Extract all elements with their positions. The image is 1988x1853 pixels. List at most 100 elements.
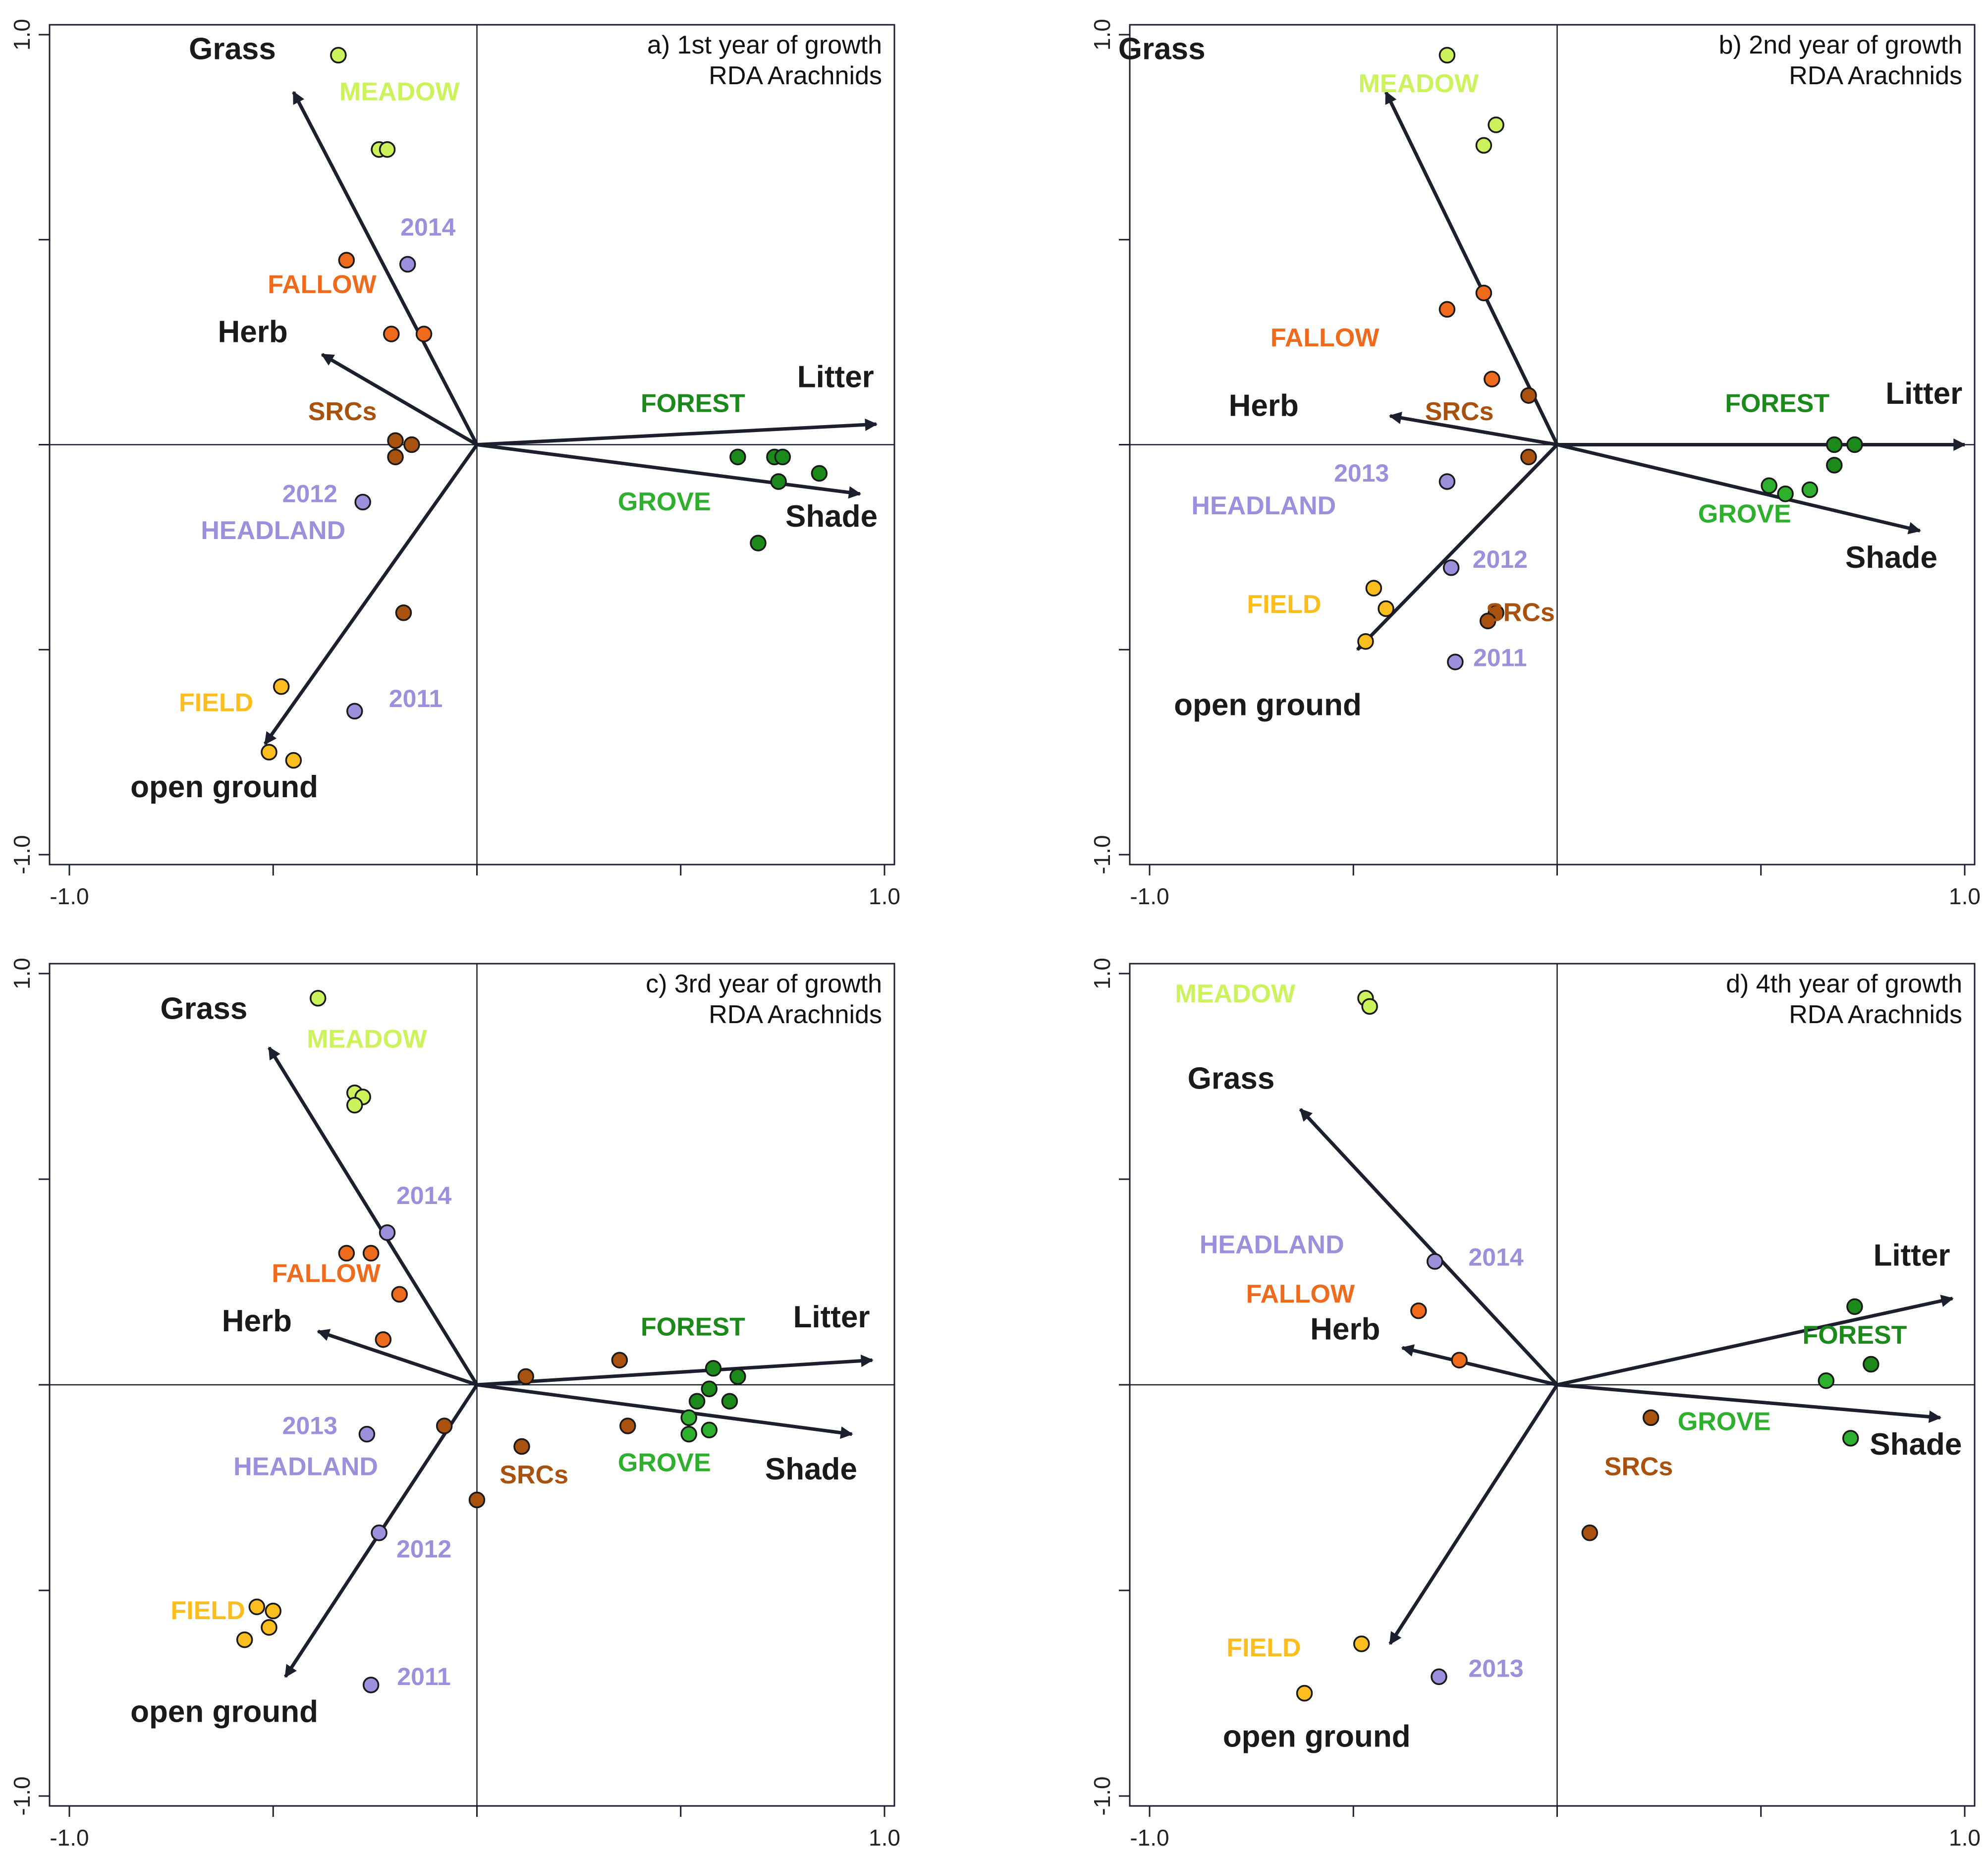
year-label: 2013 (1469, 1654, 1524, 1682)
arrow-grass (1384, 91, 1559, 446)
point-forest (770, 473, 787, 490)
point-fallow (1410, 1302, 1427, 1319)
point-forest (688, 1393, 706, 1410)
arrow-label-herb: Herb (218, 315, 287, 349)
point-grove (680, 1409, 697, 1426)
year-label: 2011 (1473, 644, 1527, 671)
group-label-srcs: SRCs (1604, 1453, 1673, 1481)
panel-title: d) 4th year of growth (1726, 970, 1962, 998)
arrow-label-grass: Grass (161, 991, 248, 1026)
arrow-shade (477, 443, 862, 499)
point-forest (729, 1368, 746, 1385)
arrow-label-open-ground: open ground (130, 770, 318, 804)
arrow-label-litter: Litter (1885, 377, 1962, 411)
arrow-grass (268, 1046, 479, 1386)
x-tick-label: -1.0 (50, 1825, 89, 1851)
point-fallow (1475, 284, 1492, 302)
arrow-label-herb: Herb (222, 1304, 292, 1338)
point-grove (701, 1421, 718, 1439)
group-label-forest: FOREST (641, 389, 745, 418)
point-srcs (436, 1417, 453, 1434)
point-field (285, 752, 302, 769)
arrow-shade (1557, 1383, 1942, 1423)
point-forest (1826, 436, 1843, 453)
group-label-forest: FOREST (1725, 389, 1829, 418)
point-headland (1431, 1668, 1447, 1686)
point-field (1378, 600, 1394, 617)
point-forest (1846, 436, 1863, 453)
y-tick-label: 1.0 (1089, 958, 1115, 989)
group-label-headland: HEADLAND (233, 1453, 378, 1481)
arrow-litter (477, 418, 878, 446)
group-label-fallow: FALLOW (1246, 1280, 1355, 1308)
group-label-srcs: SRCs (1486, 598, 1555, 627)
point-srcs (1520, 387, 1537, 404)
group-label-fallow: FALLOW (268, 270, 377, 299)
arrow-litter (1556, 1295, 1954, 1387)
point-srcs (387, 432, 404, 449)
point-grove (1801, 481, 1819, 498)
arrow-label-shade: Shade (1870, 1427, 1962, 1462)
panel-subtitle: RDA Arachnids (709, 1000, 882, 1029)
point-meadow (330, 47, 347, 64)
group-label-field: FIELD (179, 688, 253, 717)
arrow-label-shade: Shade (785, 499, 878, 534)
point-fallow (338, 252, 355, 269)
arrow-herb (1388, 411, 1558, 446)
point-forest (721, 1393, 738, 1410)
point-grove (680, 1425, 697, 1443)
group-label-headland: HEADLAND (1200, 1230, 1344, 1259)
group-label-grove: GROVE (1678, 1407, 1771, 1436)
point-srcs (387, 448, 404, 466)
point-srcs (513, 1438, 530, 1455)
point-fallow (383, 326, 400, 342)
group-label-meadow: MEADOW (339, 77, 460, 106)
point-headland (1427, 1253, 1443, 1270)
arrow-label-grass: Grass (189, 32, 276, 66)
group-label-grove: GROVE (618, 1448, 711, 1477)
y-tick-label: 1.0 (1089, 19, 1115, 51)
panel-title: c) 3rd year of growth (646, 970, 882, 998)
point-meadow (1361, 998, 1378, 1015)
group-label-fallow: FALLOW (1270, 324, 1380, 352)
point-meadow (346, 1096, 363, 1114)
year-label: 2012 (396, 1535, 451, 1563)
group-label-srcs: SRCs (1425, 397, 1494, 426)
year-label: 2012 (282, 480, 337, 507)
point-headland (346, 703, 363, 720)
arrow-grass (292, 91, 479, 446)
point-headland (371, 1525, 387, 1541)
point-headland (354, 493, 371, 511)
point-grove (1777, 486, 1794, 502)
arrow-label-shade: Shade (765, 1452, 857, 1486)
group-label-field: FIELD (1247, 590, 1321, 619)
point-fallow (391, 1286, 408, 1303)
arrow-open-ground (263, 443, 479, 745)
arrow-open-ground (1356, 443, 1559, 651)
point-fallow (375, 1331, 392, 1348)
point-field (1365, 580, 1382, 597)
arrow-label-open-ground: open ground (1174, 688, 1362, 722)
point-forest (750, 535, 767, 551)
point-meadow (1475, 137, 1492, 154)
point-headland (1442, 559, 1460, 576)
arrow-open-ground (1388, 1384, 1559, 1645)
point-srcs (1581, 1525, 1599, 1541)
point-headland (399, 256, 416, 273)
panel-title: b) 2nd year of growth (1719, 31, 1962, 59)
point-headland (358, 1425, 376, 1443)
group-label-forest: FOREST (641, 1312, 745, 1341)
group-label-grove: GROVE (1698, 500, 1791, 529)
point-headland (379, 1224, 396, 1241)
panel-subtitle: RDA Arachnids (709, 61, 882, 90)
point-fallow (338, 1245, 355, 1262)
group-label-headland: HEADLAND (1191, 491, 1336, 520)
point-fallow (362, 1245, 380, 1262)
group-label-field: FIELD (1226, 1634, 1301, 1662)
group-label-meadow: MEADOW (307, 1025, 428, 1053)
